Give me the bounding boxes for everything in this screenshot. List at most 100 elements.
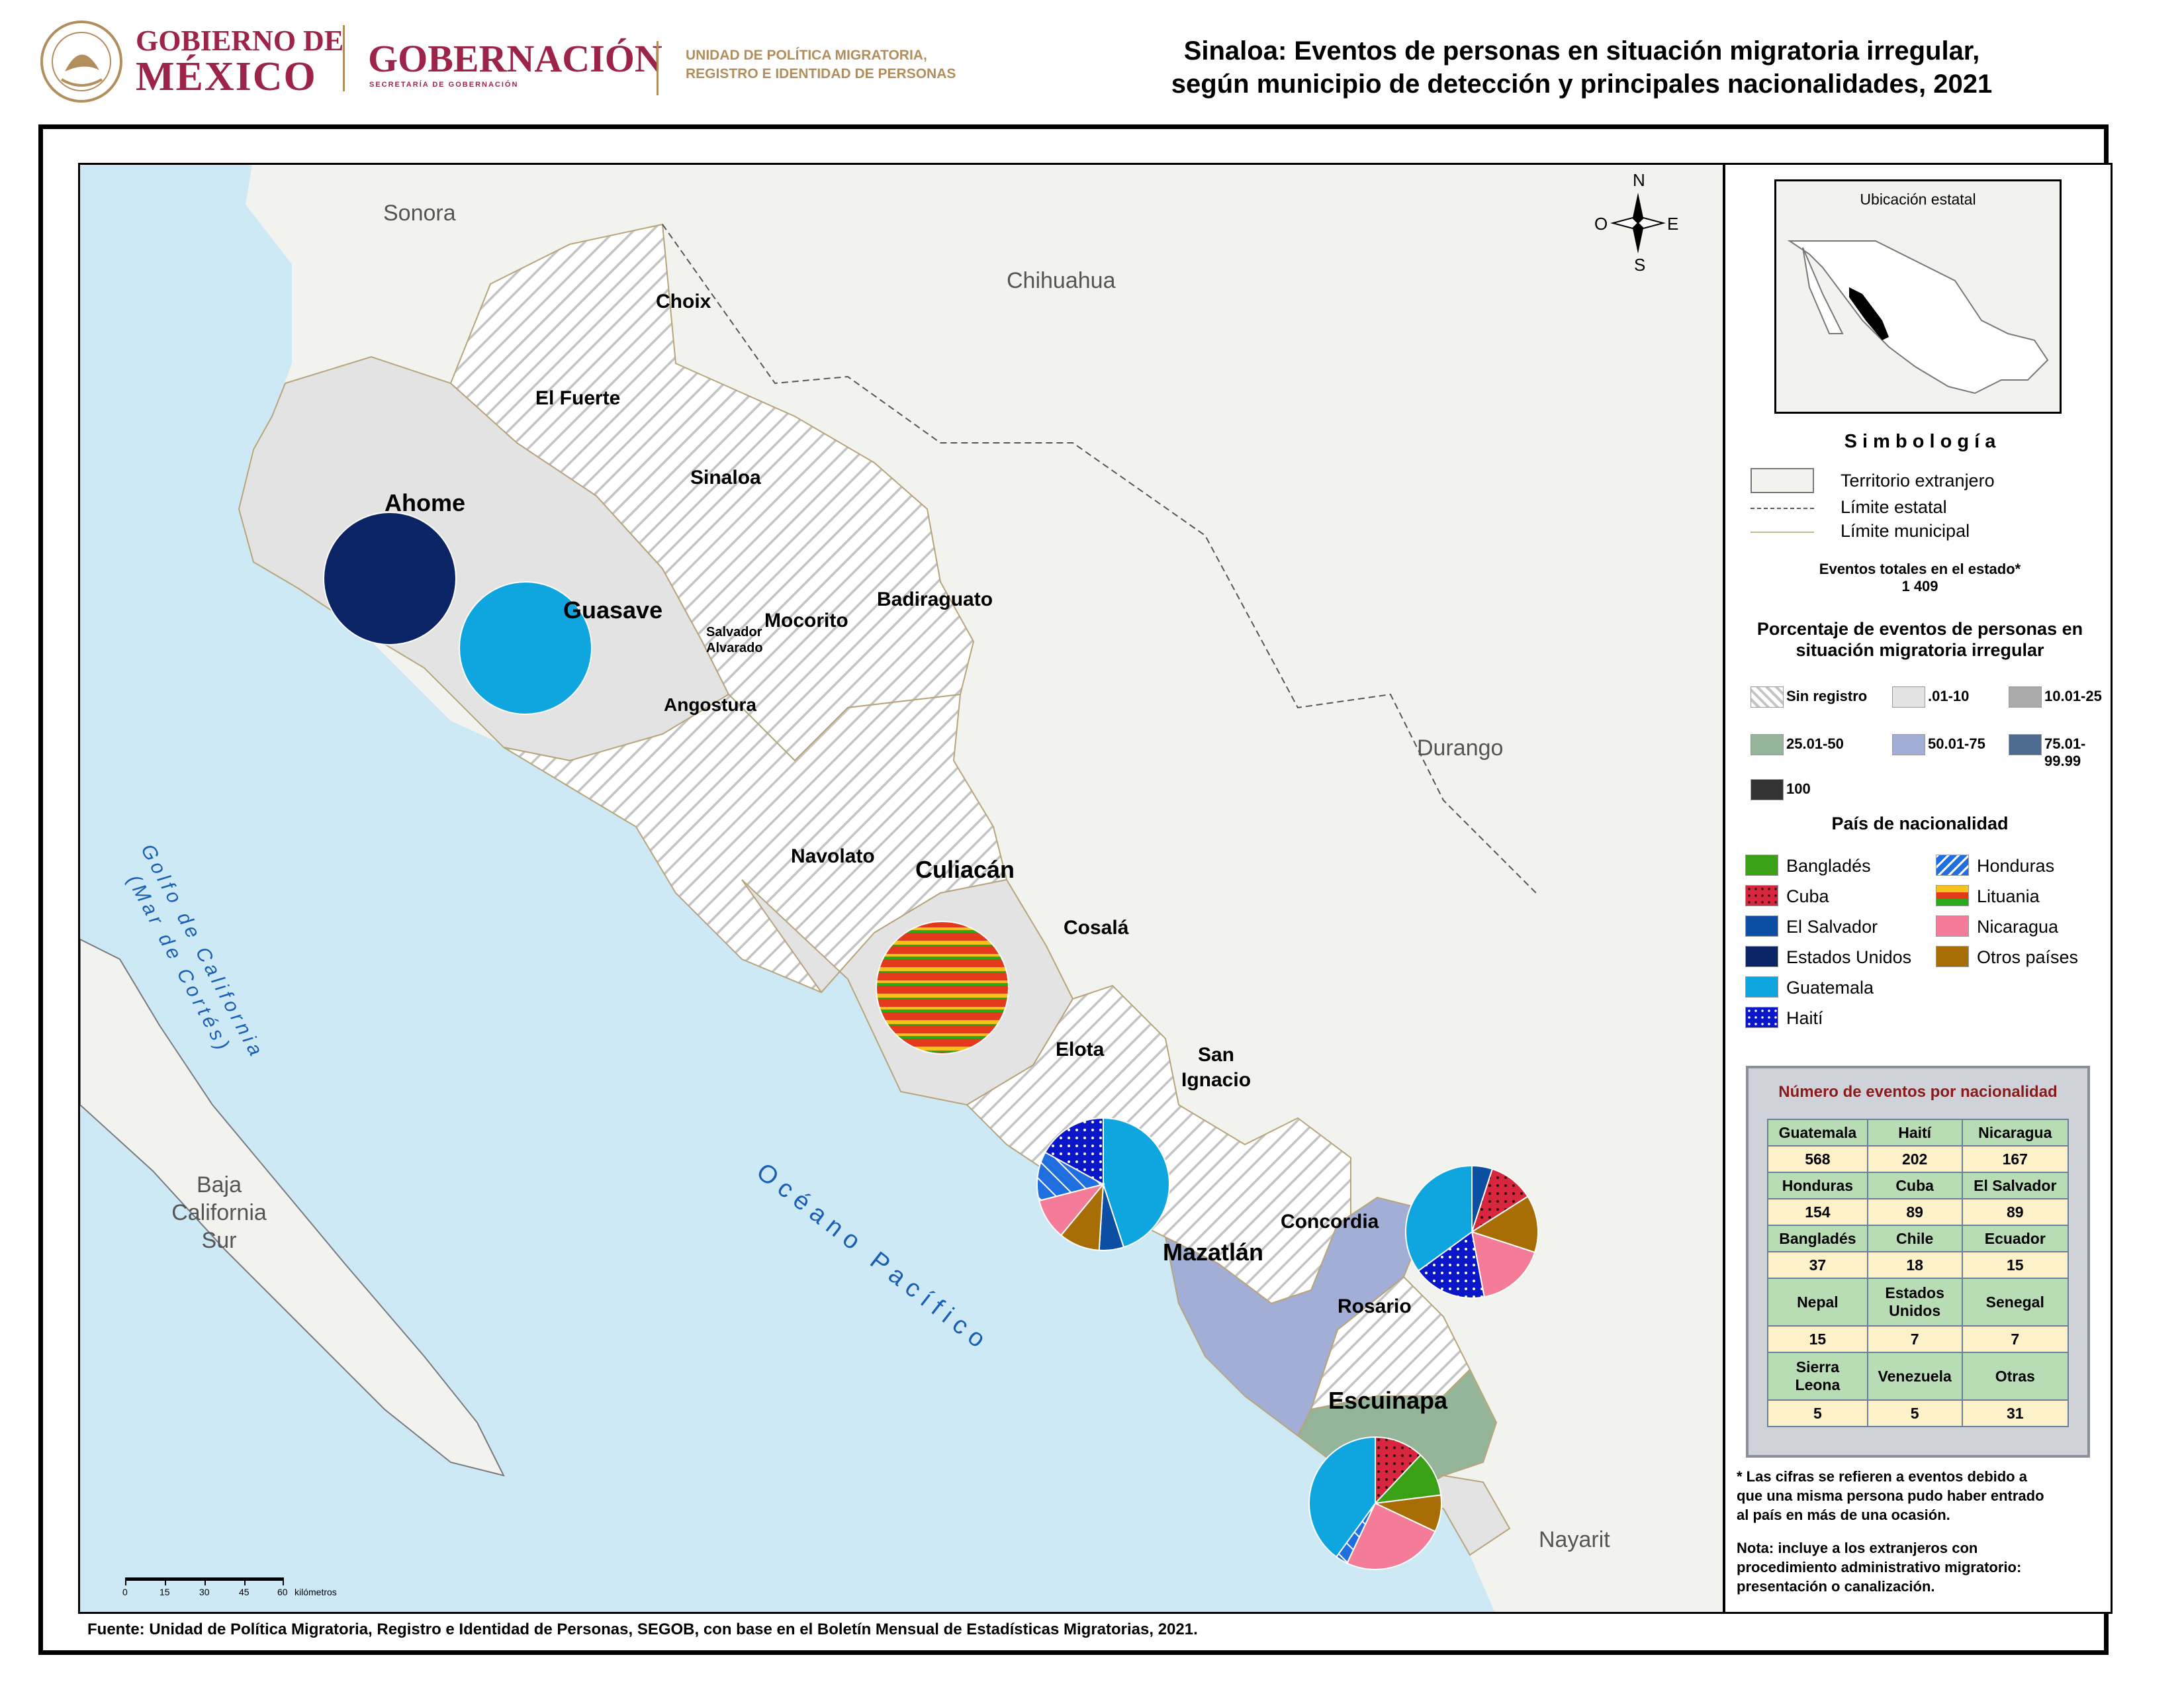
unit-line1: UNIDAD DE POLÍTICA MIGRATORIA, xyxy=(686,46,956,65)
table-value-cell: 5 xyxy=(1868,1400,1962,1427)
table-header-cell: Sierra Leona xyxy=(1768,1352,1868,1400)
label-sonora: Sonora xyxy=(383,201,456,226)
table-header-cell: Haití xyxy=(1868,1119,1962,1146)
scale-tick xyxy=(125,1577,126,1585)
title-line2: según municipio de detección y principal… xyxy=(1125,68,2038,101)
title-line1: Sinaloa: Eventos de personas en situació… xyxy=(1125,34,2038,68)
cuba-swatch xyxy=(1745,885,1778,906)
table-value-row: 15 7 7 xyxy=(1768,1326,2068,1352)
scale-tick xyxy=(165,1577,166,1585)
muni-salvador-alvarado: Salvador Alvarado xyxy=(706,624,763,656)
table-header-row: Guatemala Haití Nicaragua xyxy=(1768,1119,2068,1146)
table-header-cell: Ecuador xyxy=(1962,1225,2068,1252)
muni-rosario: Rosario xyxy=(1338,1295,1412,1318)
header-divider-2 xyxy=(657,41,659,95)
unit-name: UNIDAD DE POLÍTICA MIGRATORIA, REGISTRO … xyxy=(686,46,956,83)
table-value-cell: 7 xyxy=(1962,1326,2068,1352)
state-limit-label: Límite estatal xyxy=(1841,497,1947,518)
muni-ahome: Ahome xyxy=(385,489,465,517)
nat-title: País de nacionalidad xyxy=(1725,814,2115,834)
pct-class-swatch xyxy=(1751,779,1784,800)
bcs-line3: Sur xyxy=(153,1227,285,1254)
territory-label: Territorio extranjero xyxy=(1841,471,1995,491)
table-value-cell: 167 xyxy=(1962,1146,2068,1172)
nicaragua-swatch xyxy=(1936,915,1969,937)
table-header-cell: Estados Unidos xyxy=(1868,1278,1962,1326)
table-header-cell: Honduras xyxy=(1768,1172,1868,1199)
muni-escuinapa: Escuinapa xyxy=(1328,1387,1447,1415)
pie-slice-lituania xyxy=(876,921,1009,1054)
scale-unit: kilómetros xyxy=(295,1587,337,1597)
muni-elota: Elota xyxy=(1056,1039,1104,1061)
table-value-cell: 31 xyxy=(1962,1400,2068,1427)
table-value-cell: 15 xyxy=(1962,1252,2068,1278)
scale-label: 45 xyxy=(239,1587,250,1597)
table-header-cell: Bangladés xyxy=(1768,1225,1868,1252)
secretaria-sub: SECRETARÍA DE GOBERNACIÓN xyxy=(369,81,518,89)
map-svg xyxy=(80,165,1725,1614)
table-header-cell: El Salvador xyxy=(1962,1172,2068,1199)
guatemala-swatch xyxy=(1745,976,1778,998)
pct-class-label: 75.01-99.99 xyxy=(2044,735,2111,770)
nationality-label: Guatemala xyxy=(1786,978,1874,998)
compass-rose: N S E O xyxy=(1598,170,1678,276)
table-header-cell: Guatemala xyxy=(1768,1119,1868,1146)
table-header-cell: Nepal xyxy=(1768,1278,1868,1326)
compass-s: S xyxy=(1634,255,1645,275)
scale-tick xyxy=(244,1577,246,1585)
map-panel: Sonora Chihuahua Durango Nayarit Baja Ca… xyxy=(78,163,1725,1614)
pct-class-swatch xyxy=(2009,734,2042,755)
muni-limit-label: Límite municipal xyxy=(1841,521,1970,541)
muni-el-fuerte: El Fuerte xyxy=(535,387,620,410)
note1-line: al país en más de una ocasión. xyxy=(1737,1505,2044,1524)
scale-label: 0 xyxy=(122,1587,128,1597)
san-ignacio-line2: Ignacio xyxy=(1181,1068,1251,1093)
note-asterisk: * Las cifras se refieren a eventos debid… xyxy=(1737,1467,2044,1524)
pct-class-swatch xyxy=(1751,686,1784,708)
nationality-label: Nicaragua xyxy=(1977,917,2058,937)
muni-mocorito: Mocorito xyxy=(764,610,848,632)
pct-class-label: 100 xyxy=(1786,780,1811,798)
symbology-title: S i m b o l o g í a xyxy=(1725,431,2115,453)
nationality-label: Estados Unidos xyxy=(1786,947,1911,968)
mexico-outline-icon xyxy=(1783,221,2054,406)
note2-line: presentación o canalización. xyxy=(1737,1577,2021,1596)
pct-class-label: .01-10 xyxy=(1928,688,1969,705)
pct-class-label: Sin registro xyxy=(1786,688,1867,705)
location-title: Ubicación estatal xyxy=(1776,191,2060,209)
salvador-line2: Alvarado xyxy=(706,640,763,656)
secretaria-name: GOBERNACIÓN xyxy=(368,40,662,78)
haiti-swatch xyxy=(1745,1007,1778,1028)
pct-class-swatch xyxy=(1751,734,1784,755)
muni-badiraguato: Badiraguato xyxy=(877,588,993,611)
location-inset: Ubicación estatal xyxy=(1774,179,2062,414)
nationality-label: Lituania xyxy=(1977,886,2040,907)
nationality-label: Otros países xyxy=(1977,947,2078,968)
scale-bar: 0 15 30 45 60 kilómetros xyxy=(120,1577,371,1604)
table-value-row: 568 202 167 xyxy=(1768,1146,2068,1172)
table-value-cell: 37 xyxy=(1768,1252,1868,1278)
compass-n: N xyxy=(1633,170,1645,191)
table-value-cell: 18 xyxy=(1868,1252,1962,1278)
bcs-line2: California xyxy=(153,1199,285,1227)
bangladesh-swatch xyxy=(1745,855,1778,876)
bcs-line1: Baja xyxy=(153,1171,285,1199)
label-durango: Durango xyxy=(1417,735,1503,761)
header-divider xyxy=(343,25,345,91)
table-header-row: Honduras Cuba El Salvador xyxy=(1768,1172,2068,1199)
el-salvador-swatch xyxy=(1745,915,1778,937)
table-header-cell: Senegal xyxy=(1962,1278,2068,1326)
muni-culiacan: Culiacán xyxy=(915,856,1015,884)
table-value-cell: 154 xyxy=(1768,1199,1868,1225)
table-header-cell: Chile xyxy=(1868,1225,1962,1252)
note2-line: Nota: incluye a los extranjeros con xyxy=(1737,1538,2021,1558)
territory-swatch xyxy=(1751,468,1814,493)
san-ignacio-line1: San xyxy=(1181,1043,1251,1068)
muni-sinaloa: Sinaloa xyxy=(690,467,761,489)
muni-choix: Choix xyxy=(656,291,711,313)
nationality-label: Bangladés xyxy=(1786,856,1871,876)
pct-class-swatch xyxy=(1892,686,1925,708)
otros-swatch xyxy=(1936,946,1969,967)
table-header-cell: Venezuela xyxy=(1868,1352,1962,1400)
label-nayarit: Nayarit xyxy=(1539,1527,1610,1553)
